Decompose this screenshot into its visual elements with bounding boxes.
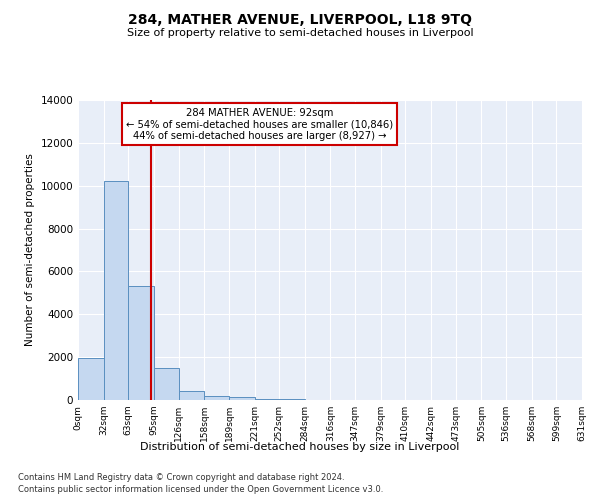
- Text: Distribution of semi-detached houses by size in Liverpool: Distribution of semi-detached houses by …: [140, 442, 460, 452]
- Bar: [254, 398, 279, 400]
- Bar: [78, 358, 104, 400]
- Bar: [154, 368, 179, 400]
- Y-axis label: Number of semi-detached properties: Number of semi-detached properties: [25, 154, 35, 346]
- Bar: [204, 396, 229, 400]
- Bar: [128, 286, 154, 400]
- Text: 284 MATHER AVENUE: 92sqm
← 54% of semi-detached houses are smaller (10,846)
44% : 284 MATHER AVENUE: 92sqm ← 54% of semi-d…: [126, 108, 393, 140]
- Bar: [179, 391, 204, 400]
- Text: Contains public sector information licensed under the Open Government Licence v3: Contains public sector information licen…: [18, 485, 383, 494]
- Bar: [104, 182, 128, 400]
- Bar: [229, 397, 254, 400]
- Text: Size of property relative to semi-detached houses in Liverpool: Size of property relative to semi-detach…: [127, 28, 473, 38]
- Text: Contains HM Land Registry data © Crown copyright and database right 2024.: Contains HM Land Registry data © Crown c…: [18, 472, 344, 482]
- Bar: [279, 398, 305, 400]
- Text: 284, MATHER AVENUE, LIVERPOOL, L18 9TQ: 284, MATHER AVENUE, LIVERPOOL, L18 9TQ: [128, 12, 472, 26]
